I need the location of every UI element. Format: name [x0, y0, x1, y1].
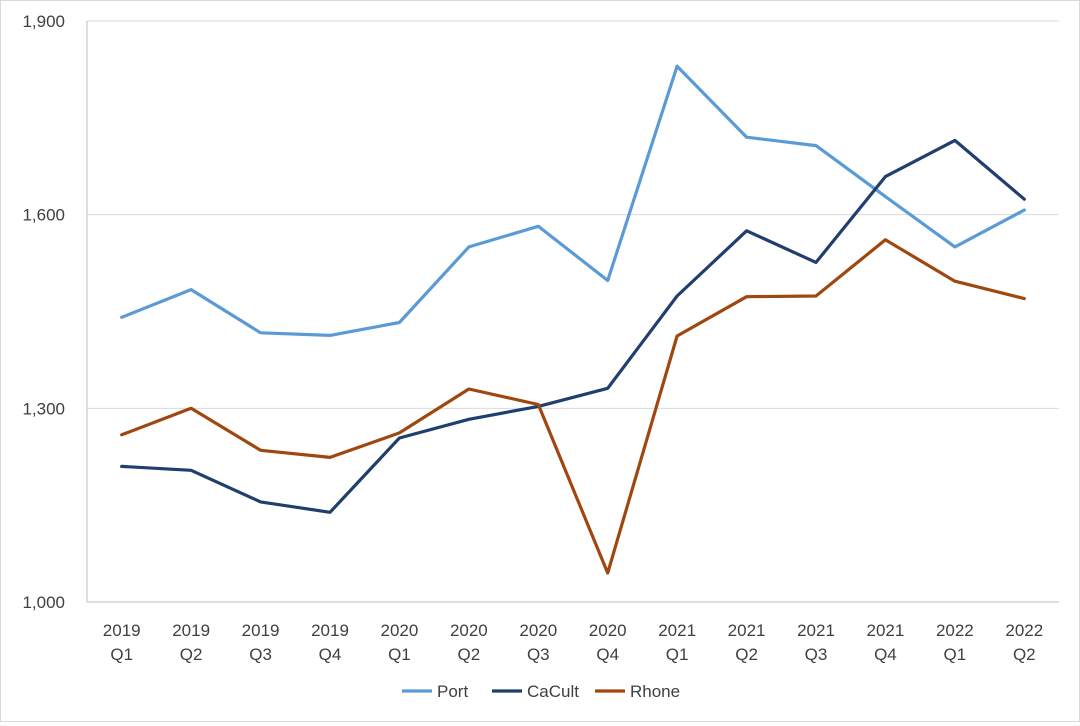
x-tick-label-year: 2021 [867, 621, 905, 640]
legend-label-cacult: CaCult [527, 682, 579, 701]
series-line-port [120, 64, 1026, 337]
x-tick-label-quarter: Q3 [249, 645, 272, 664]
x-tick-label-quarter: Q2 [180, 645, 203, 664]
series-line-rhone [120, 238, 1026, 575]
x-tick-labels: 2019 Q1 2019 Q2 2019 Q3 2019 Q4 2020 Q1 2020 Q2 2020… [103, 621, 1043, 664]
x-tick-label-year: 2021 [658, 621, 696, 640]
x-tick-label-quarter: Q2 [458, 645, 481, 664]
y-tick-label: 1,600 [22, 206, 65, 225]
legend-label-rhone: Rhone [630, 682, 680, 701]
x-tick-label-year: 2019 [172, 621, 210, 640]
x-tick-label-year: 2020 [450, 621, 488, 640]
y-tick-labels: 1,000 1,300 1,600 1,900 [22, 12, 65, 612]
x-tick-label-year: 2020 [519, 621, 557, 640]
y-tick-label: 1,300 [22, 399, 65, 418]
x-tick-label-quarter: Q3 [805, 645, 828, 664]
x-tick-label-year: 2019 [311, 621, 349, 640]
x-tick-label-year: 2021 [728, 621, 766, 640]
x-tick-label-quarter: Q3 [527, 645, 550, 664]
x-tick-label-year: 2021 [797, 621, 835, 640]
x-tick-label-quarter: Q1 [666, 645, 689, 664]
x-tick-label-year: 2019 [103, 621, 141, 640]
legend-label-port: Port [437, 682, 468, 701]
series-line-cacult [120, 138, 1026, 514]
x-tick-label-year: 2022 [1005, 621, 1043, 640]
x-tick-label-quarter: Q4 [319, 645, 342, 664]
x-tick-label-year: 2022 [936, 621, 974, 640]
series-lines [120, 64, 1026, 575]
x-tick-label-quarter: Q1 [388, 645, 411, 664]
x-tick-label-year: 2020 [589, 621, 627, 640]
x-tick-label-quarter: Q1 [110, 645, 133, 664]
x-tick-label-quarter: Q2 [735, 645, 758, 664]
legend: Port CaCult Rhone [402, 682, 680, 701]
gridlines [87, 20, 1059, 409]
x-tick-label-quarter: Q1 [944, 645, 967, 664]
y-tick-label: 1,900 [22, 12, 65, 31]
x-tick-label-year: 2019 [242, 621, 280, 640]
x-tick-label-quarter: Q2 [1013, 645, 1036, 664]
axes [86, 21, 1059, 603]
x-tick-label-year: 2020 [381, 621, 419, 640]
y-tick-label: 1,000 [22, 593, 65, 612]
x-tick-label-quarter: Q4 [874, 645, 897, 664]
x-tick-label-quarter: Q4 [596, 645, 619, 664]
